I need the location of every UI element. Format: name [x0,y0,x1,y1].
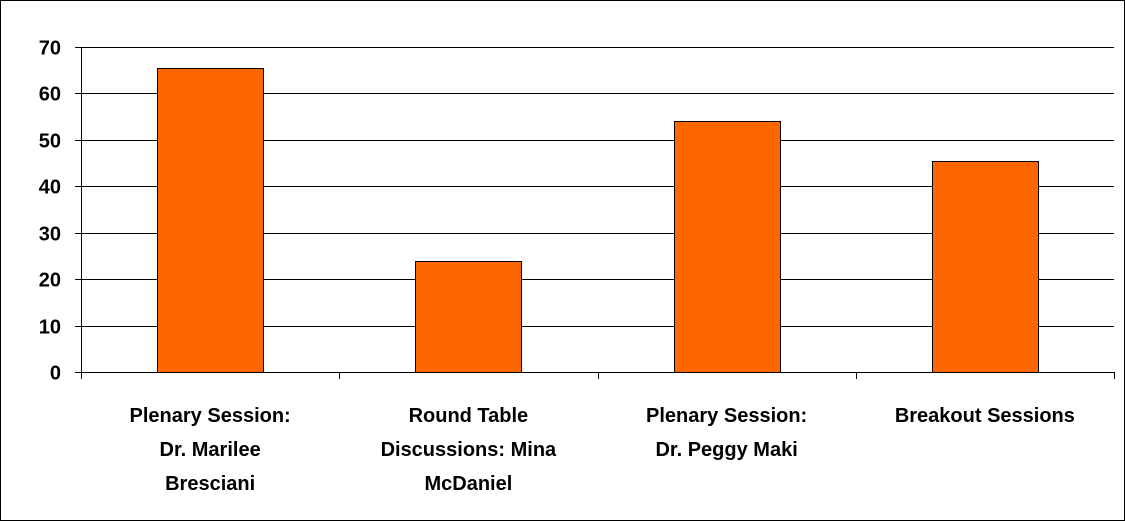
bar-1 [157,68,264,373]
x-category-label-1: Plenary Session: Dr. Marilee Bresciani [130,405,291,495]
y-tick-label-30: 30 [39,224,61,246]
y-tick-label-70: 70 [39,38,61,60]
x-category-label-line: Bresciani [165,473,255,495]
x-category-label-line: Dr. Marilee [160,439,261,461]
y-tick-label-50: 50 [39,131,61,153]
y-tick-label-10: 10 [39,317,61,339]
x-category-label-line: Breakout Sessions [895,405,1075,427]
bar-3 [674,121,781,373]
x-category-label-2: Round Table Discussions: Mina McDaniel [381,405,557,495]
x-category-label-line: McDaniel [424,473,512,495]
x-category-label-line: Round Table [409,405,529,427]
y-tick-label-60: 60 [39,84,61,106]
x-category-label-line: Plenary Session: [130,405,291,427]
x-category-label-3: Plenary Session: Dr. Peggy Maki [646,405,807,461]
y-tick-label-40: 40 [39,177,61,199]
bar-2 [415,261,522,373]
x-category-label-line: Dr. Peggy Maki [655,439,797,461]
y-tick-label-20: 20 [39,270,61,292]
x-category-label-line: Plenary Session: [646,405,807,427]
x-category-label-line: Discussions: Mina [381,439,557,461]
x-category-label-4: Breakout Sessions [895,405,1075,427]
bar-4 [932,161,1039,373]
y-tick-label-0: 0 [50,363,61,385]
